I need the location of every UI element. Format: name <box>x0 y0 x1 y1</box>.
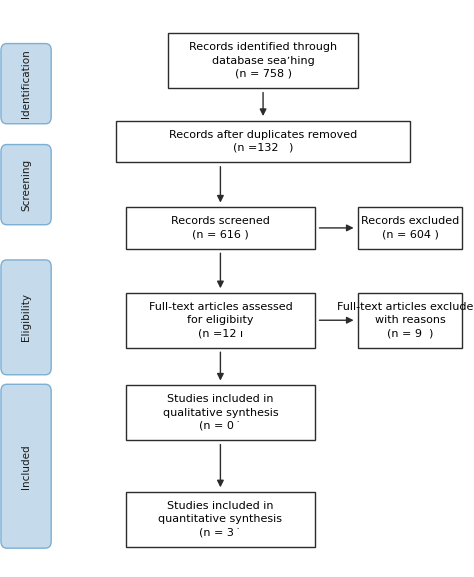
FancyBboxPatch shape <box>126 207 315 249</box>
Text: Records after duplicates removed
(n =132   ): Records after duplicates removed (n =132… <box>169 130 357 153</box>
Text: Identification: Identification <box>21 49 31 118</box>
FancyBboxPatch shape <box>126 385 315 440</box>
FancyBboxPatch shape <box>168 33 358 88</box>
Text: Full-text articles assessed
for eligibiıty
(n =12 ı: Full-text articles assessed for eligibiı… <box>148 302 292 339</box>
FancyBboxPatch shape <box>358 293 462 347</box>
FancyBboxPatch shape <box>126 293 315 347</box>
FancyBboxPatch shape <box>358 207 462 249</box>
FancyBboxPatch shape <box>1 144 51 224</box>
FancyBboxPatch shape <box>1 44 51 124</box>
Text: Studies included in
quantitative synthesis
(n = 3  ̇: Studies included in quantitative synthes… <box>158 501 283 538</box>
FancyBboxPatch shape <box>126 492 315 547</box>
Text: Eligibility: Eligibility <box>21 293 31 342</box>
Text: Records excluded
(n = 604 ): Records excluded (n = 604 ) <box>361 216 459 239</box>
FancyBboxPatch shape <box>116 121 410 162</box>
FancyBboxPatch shape <box>1 260 51 375</box>
Text: Full-text articles excluded,
with reasons
(n = 9  ): Full-text articles excluded, with reason… <box>337 302 474 339</box>
Text: Records screened
(n = 616 ): Records screened (n = 616 ) <box>171 216 270 239</box>
Text: Records identified through
database seaʼhing
(n = 758 ): Records identified through database seaʼ… <box>189 42 337 79</box>
Text: Studies included in
qualitative synthesis
(n = 0  ̇: Studies included in qualitative synthesi… <box>163 394 278 431</box>
Text: Included: Included <box>21 444 31 489</box>
FancyBboxPatch shape <box>1 384 51 548</box>
Text: Screening: Screening <box>21 159 31 211</box>
